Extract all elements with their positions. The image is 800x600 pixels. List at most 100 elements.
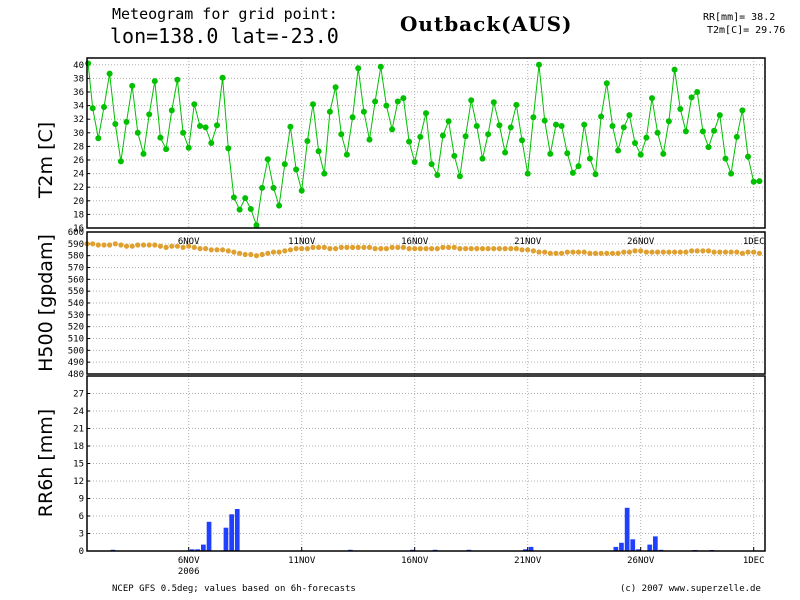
h500-point — [310, 244, 316, 250]
t2m-point — [85, 60, 92, 67]
h500-point — [214, 247, 220, 253]
t2m-point — [739, 107, 746, 114]
y-tick-label: 40 — [73, 61, 84, 71]
h500-point — [344, 244, 350, 250]
h500-point — [496, 246, 502, 252]
h500-point — [604, 250, 610, 256]
h500-point — [536, 249, 542, 255]
y-tick-label: 18 — [73, 210, 84, 220]
y-tick-label: 3 — [79, 530, 84, 540]
t2m-point — [140, 150, 147, 157]
h500-point — [389, 244, 395, 250]
t2m-point — [637, 151, 644, 158]
h500-point — [366, 244, 373, 250]
x-tick-label: 1DEC — [743, 237, 765, 247]
h500-point — [672, 249, 678, 255]
h500-point — [677, 249, 683, 255]
rr-total: RR[mm]= 38.2 — [703, 12, 776, 23]
x-tick-label: 26NOV — [627, 556, 655, 566]
y-tick-label: 9 — [79, 495, 84, 505]
t2m-point — [95, 135, 102, 142]
t2m-point — [89, 105, 96, 112]
rr-bar — [234, 509, 240, 551]
y-tick-label: 480 — [68, 370, 84, 380]
t2m-point — [496, 122, 503, 129]
t2m-point — [711, 127, 718, 134]
h500-point — [660, 249, 666, 255]
t2m-point — [705, 144, 712, 151]
h500-point — [423, 246, 429, 252]
h500-point — [400, 244, 406, 250]
rr-bar — [647, 544, 653, 551]
title-line-2: lon=138.0 lat=-23.0 — [110, 24, 339, 48]
h500-point — [406, 246, 412, 252]
h500-point — [609, 250, 616, 256]
h500-point — [248, 251, 254, 258]
h500-point — [118, 242, 124, 248]
h500-point — [581, 249, 587, 255]
h500-point — [457, 246, 463, 252]
t2m-point — [456, 173, 463, 180]
rr-bar — [624, 507, 630, 551]
t2m-point — [394, 98, 401, 105]
y-tick-label: 27 — [73, 390, 84, 400]
h500-point — [542, 249, 548, 255]
y-tick-label: 16 — [73, 224, 84, 234]
h500-point — [350, 244, 356, 250]
h500-point — [689, 248, 695, 254]
h500-point — [208, 247, 214, 253]
y-tick-label: 21 — [73, 425, 84, 435]
h500-point — [621, 249, 627, 255]
footer-source: NCEP GFS 0.5deg; values based on 6h-fore… — [112, 584, 356, 594]
h500-point — [451, 244, 457, 250]
h500-point — [429, 246, 435, 252]
rr-bar — [229, 514, 234, 552]
h500-point — [559, 250, 565, 256]
h500-point — [395, 244, 401, 250]
title-line-1: Meteogram for grid point: — [112, 5, 338, 23]
h500-point — [169, 243, 175, 249]
t2m-point — [603, 80, 610, 87]
t2m-point — [157, 134, 164, 141]
rr-bar — [630, 539, 636, 551]
h500-point — [722, 249, 729, 255]
x-tick-label: 1DEC — [743, 556, 765, 566]
h500-point — [276, 249, 282, 255]
t2m-point — [553, 121, 559, 128]
h500-point — [694, 248, 700, 254]
y-tick-label: 600 — [68, 228, 84, 238]
t2m-point — [264, 156, 271, 163]
h500-point — [700, 248, 706, 254]
y-tick-label: 18 — [73, 442, 84, 452]
h500-point — [485, 246, 491, 252]
h500-point — [525, 247, 531, 253]
t2m-point — [750, 178, 757, 185]
h500-point — [242, 251, 248, 258]
t2m-point — [423, 110, 429, 117]
y-tick-label: 0 — [79, 547, 84, 557]
t2m-point — [151, 78, 158, 85]
h500-point — [237, 250, 243, 256]
y-tick-label: 32 — [73, 115, 84, 125]
t2m-point — [298, 187, 305, 194]
t2m-point — [208, 140, 215, 146]
y-axis-label: T2m [C] — [35, 122, 57, 199]
t2m-point — [287, 123, 294, 130]
t2m-point — [462, 133, 469, 140]
t2m-point — [129, 82, 136, 89]
h500-point — [197, 246, 203, 252]
t2m-point — [247, 206, 254, 212]
h500-point — [316, 244, 322, 250]
t2m-point — [694, 89, 701, 95]
t2m-point — [649, 95, 655, 102]
y-tick-label: 38 — [73, 74, 84, 84]
h500-point — [191, 244, 197, 250]
h500-point — [626, 249, 633, 255]
rr-bar — [195, 549, 200, 552]
t2m-point — [434, 172, 441, 178]
t2m-point — [677, 106, 684, 112]
h500-point — [417, 246, 423, 252]
t2m-point — [575, 163, 582, 170]
panel-frame — [86, 57, 766, 229]
t2m-point — [699, 128, 706, 135]
